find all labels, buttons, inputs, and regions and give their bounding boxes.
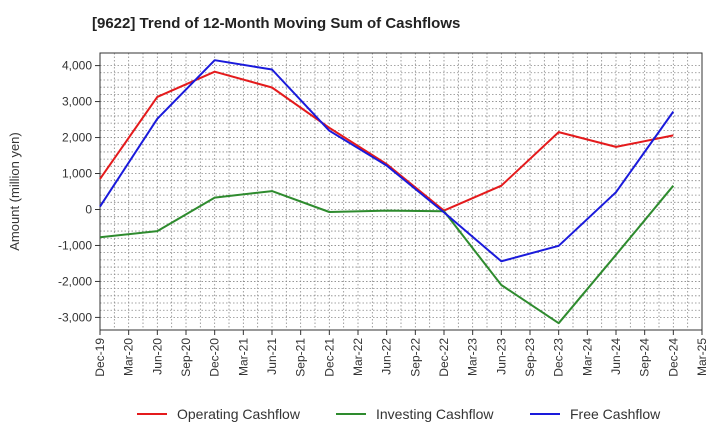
x-tick-label: Jun-24 xyxy=(609,338,623,375)
y-axis-label: Amount (million yen) xyxy=(7,132,22,251)
x-tick-label: Mar-21 xyxy=(236,338,250,376)
y-tick-label: 1,000 xyxy=(62,167,92,181)
legend-label-free-cashflow: Free Cashflow xyxy=(570,406,661,422)
x-tick-label: Dec-19 xyxy=(93,338,107,377)
x-tick-label: Sep-21 xyxy=(294,338,308,377)
y-tick-label: 0 xyxy=(85,202,92,216)
x-tick-label: Sep-23 xyxy=(523,338,537,377)
x-tick-label: Dec-20 xyxy=(208,338,222,377)
x-tick-label: Mar-25 xyxy=(695,338,709,376)
x-tick-label: Dec-21 xyxy=(322,338,336,377)
x-tick-label: Jun-21 xyxy=(265,338,279,375)
plot-border xyxy=(99,52,703,331)
series-line-investing-cashflow xyxy=(99,185,675,325)
x-tick-label: Mar-23 xyxy=(466,338,480,376)
x-tick-label: Dec-22 xyxy=(437,338,451,377)
x-tick-label: Sep-20 xyxy=(179,338,193,377)
x-tick-label: Jun-22 xyxy=(380,338,394,375)
y-tick-label: 3,000 xyxy=(62,95,92,109)
legend-label-operating-cashflow: Operating Cashflow xyxy=(177,406,301,422)
legend-label-investing-cashflow: Investing Cashflow xyxy=(376,406,494,422)
y-tick-label: 2,000 xyxy=(62,131,92,145)
x-tick-label: Mar-20 xyxy=(122,338,136,376)
y-tick-label: -3,000 xyxy=(58,310,92,324)
y-tick-label: 4,000 xyxy=(62,59,92,73)
y-tick-label: -2,000 xyxy=(58,274,92,288)
x-tick-label: Mar-22 xyxy=(351,338,365,376)
x-tick-label: Mar-24 xyxy=(580,338,594,376)
series-line-free-cashflow xyxy=(99,59,675,263)
x-tick-label: Sep-24 xyxy=(638,338,652,377)
x-tick-label: Dec-24 xyxy=(666,338,680,377)
x-tick-label: Jun-23 xyxy=(494,338,508,375)
y-tick-label: -1,000 xyxy=(58,238,92,252)
chart-title: [9622] Trend of 12-Month Moving Sum of C… xyxy=(92,15,461,32)
x-tick-label: Dec-23 xyxy=(552,338,566,377)
x-tick-label: Jun-20 xyxy=(150,338,164,375)
x-tick-label: Sep-22 xyxy=(408,338,422,377)
